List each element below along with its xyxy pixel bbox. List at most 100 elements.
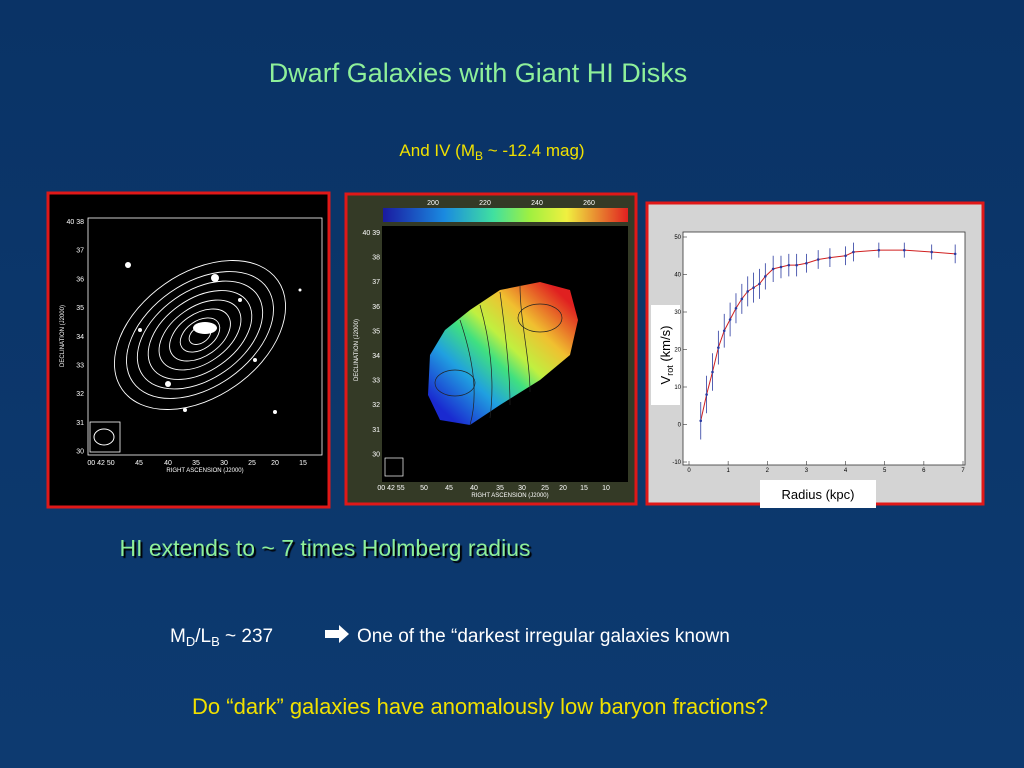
subtitle: And IV (MB ~ -12.4 mag) — [399, 141, 584, 163]
tick-label: 00 42 55 — [377, 485, 404, 492]
tick-label: 37 — [76, 248, 84, 255]
tick-label: 40 38 — [66, 219, 84, 226]
point — [764, 275, 767, 278]
point — [902, 248, 906, 252]
tick-label: 30 — [518, 485, 526, 492]
ratio-text: M — [170, 626, 186, 647]
xlabel-box — [760, 480, 876, 508]
tick-label: 200 — [427, 200, 439, 207]
point — [734, 306, 738, 310]
plot-box — [87, 217, 323, 456]
y-tick-label: 40 — [674, 273, 681, 279]
tick-label: 20 — [559, 485, 567, 492]
y-tick-label: 50 — [674, 235, 681, 241]
y-axis-label: Vrot (km/s) — [658, 326, 675, 385]
tick-label: 36 — [372, 304, 380, 311]
subscript: rot — [665, 365, 675, 376]
ratio-text: ~ 237 — [220, 626, 273, 647]
stars — [125, 262, 302, 414]
subtitle-text: And IV (M — [399, 141, 475, 160]
tick-label: 20 — [271, 460, 279, 467]
point — [717, 346, 720, 349]
x-tick-label: 2 — [766, 468, 770, 474]
subtitle-text: ~ -12.4 mag) — [483, 141, 585, 160]
tick-label: DECLINATION (J2000) — [354, 319, 360, 381]
question: Do “dark” galaxies have anomalously low … — [192, 694, 768, 719]
tick-label: 260 — [583, 200, 595, 207]
point — [852, 250, 855, 254]
point — [752, 286, 755, 289]
y-tick-label: 0 — [678, 423, 682, 429]
point — [828, 256, 832, 259]
ylabel-text: V — [658, 375, 673, 384]
tick-label: 35 — [372, 328, 380, 335]
ratio-line: MD/LB ~ 237 — [170, 626, 273, 649]
x-tick-label: 4 — [844, 468, 848, 474]
point — [787, 263, 791, 267]
tick-label: 45 — [445, 485, 453, 492]
point — [930, 250, 933, 254]
tick-label: 38 — [372, 255, 380, 262]
tick-label: 40 — [470, 485, 478, 492]
tick-label: 31 — [76, 420, 84, 427]
point — [699, 419, 703, 423]
tick-label: 33 — [76, 363, 84, 370]
tick-label: 220 — [479, 200, 491, 207]
x-tick-label: 5 — [883, 468, 887, 474]
tick-label: 32 — [372, 402, 380, 409]
tick-label: 00 42 50 — [87, 460, 114, 467]
point — [771, 267, 775, 271]
isovelocity-contours — [434, 284, 563, 426]
tick-label: RIGHT ASCENSION (J2000) — [471, 493, 548, 499]
ratio-text: /L — [195, 626, 211, 647]
tick-label: 34 — [372, 353, 380, 360]
tick-label: 10 — [602, 485, 610, 492]
tick-label: RIGHT ASCENSION (J2000) — [166, 468, 243, 474]
point — [844, 254, 847, 258]
tick-label: 30 — [372, 451, 380, 458]
tick-label: 30 — [76, 449, 84, 456]
tick-label: 35 — [496, 485, 504, 492]
point — [779, 265, 783, 269]
colorbar — [383, 208, 628, 222]
subscript: D — [186, 634, 195, 649]
tick-label: 33 — [372, 378, 380, 385]
tick-label: 35 — [76, 305, 84, 312]
tick-label: 40 — [164, 460, 172, 467]
tick-label: 36 — [76, 276, 84, 283]
tick-label: 50 — [420, 485, 428, 492]
tick-label: 35 — [192, 460, 200, 467]
point — [746, 290, 750, 293]
x-tick-label: 0 — [687, 468, 691, 474]
contours — [113, 260, 287, 410]
plot-box — [682, 231, 966, 466]
point — [877, 248, 881, 252]
beam-box — [89, 421, 121, 453]
subscript: B — [475, 149, 483, 163]
statement: HI extends to ~ 7 times Holmberg radius — [120, 535, 531, 561]
tick-label: DECLINATION (J2000) — [60, 305, 66, 367]
point — [728, 318, 732, 321]
ratio-text: One of the “darkest irregular galaxies k… — [357, 626, 730, 647]
tick-label: 15 — [299, 460, 307, 467]
beam — [93, 428, 115, 446]
tick-label: 32 — [76, 391, 84, 398]
x-tick-label: 7 — [961, 468, 965, 474]
x-tick-label: 1 — [726, 468, 730, 474]
x-tick-label: 6 — [922, 468, 926, 474]
point — [795, 263, 798, 267]
tick-label: 31 — [372, 427, 380, 434]
x-tick-label: 3 — [805, 468, 809, 474]
subscript: B — [211, 634, 220, 649]
arrow-icon — [325, 625, 349, 643]
y-tick-label: 20 — [674, 348, 681, 354]
tick-label: 30 — [220, 460, 228, 467]
ylabel-text: (km/s) — [658, 326, 673, 366]
velocity-field — [428, 282, 578, 425]
point — [816, 258, 820, 261]
tick-label: 40 39 — [362, 230, 380, 237]
ylabel-box — [651, 305, 680, 405]
tick-label: 37 — [372, 279, 380, 286]
point — [705, 393, 708, 396]
